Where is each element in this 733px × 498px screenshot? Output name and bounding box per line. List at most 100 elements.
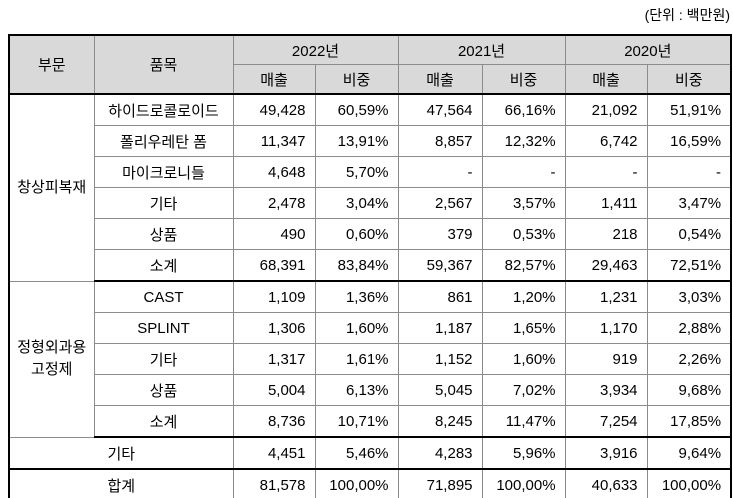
share-value-cell: - bbox=[646, 156, 732, 188]
share-value-cell: 51,91% bbox=[646, 93, 732, 126]
sales-value-cell: 4,283 bbox=[397, 436, 483, 470]
share-value-cell: 72,51% bbox=[646, 249, 732, 282]
sales-value-cell: 919 bbox=[564, 343, 648, 375]
table-header: 부문 품목 2022년 2021년 2020년 매출 비중 매출 비중 매출 비… bbox=[8, 34, 732, 95]
sales-value-cell: 81,578 bbox=[232, 468, 316, 498]
division-header: 부문 bbox=[8, 34, 95, 95]
unit-label: (단위 : 백만원) bbox=[644, 7, 730, 23]
share-value-cell: 82,57% bbox=[481, 249, 566, 282]
share-value-cell: 1,60% bbox=[481, 343, 566, 375]
sales-value-cell: 21,092 bbox=[564, 93, 648, 126]
sales-value-cell: 1,411 bbox=[564, 187, 648, 219]
year-2020-header: 2020년 bbox=[564, 34, 732, 65]
share-value-cell: 3,57% bbox=[481, 187, 566, 219]
sales-value-cell: 68,391 bbox=[232, 249, 316, 282]
share-value-cell: 1,36% bbox=[314, 280, 399, 313]
table-row: 폴리우레탄 폼 11,347 13,91% 8,857 12,32% 6,742… bbox=[9, 125, 732, 157]
sales-value-cell: 1,317 bbox=[232, 343, 316, 375]
share-value-cell: 13,91% bbox=[314, 125, 399, 157]
share-value-cell: - bbox=[481, 156, 566, 188]
share-value-cell: 1,20% bbox=[481, 280, 566, 313]
share-value-cell: 11,47% bbox=[481, 405, 566, 438]
sales-value-cell: 5,045 bbox=[397, 374, 483, 406]
table-row: 기타 2,478 3,04% 2,567 3,57% 1,411 3,47% bbox=[9, 187, 732, 219]
share-value-cell: 100,00% bbox=[646, 468, 732, 498]
sales-value-cell: 6,742 bbox=[564, 125, 648, 157]
division-cell: 정형외과용 고정제 bbox=[8, 280, 95, 438]
item-cell: SPLINT bbox=[93, 312, 234, 344]
share-value-cell: 100,00% bbox=[314, 468, 399, 498]
share-value-cell: 6,13% bbox=[314, 374, 399, 406]
share-value-cell: 10,71% bbox=[314, 405, 399, 438]
item-cell: 마이크로니들 bbox=[93, 156, 234, 188]
sales-value-cell: 5,004 bbox=[232, 374, 316, 406]
sales-value-cell: 379 bbox=[397, 218, 483, 250]
sales-subheader: 매출 bbox=[564, 64, 648, 95]
sales-value-cell: 1,109 bbox=[232, 280, 316, 313]
item-cell: 기타 bbox=[93, 187, 234, 219]
share-value-cell: 2,88% bbox=[646, 312, 732, 344]
share-value-cell: 5,46% bbox=[314, 436, 399, 470]
share-value-cell: 7,02% bbox=[481, 374, 566, 406]
sales-subheader: 매출 bbox=[232, 64, 316, 95]
share-value-cell: 2,26% bbox=[646, 343, 732, 375]
share-value-cell: 5,96% bbox=[481, 436, 566, 470]
share-value-cell: 66,16% bbox=[481, 93, 566, 126]
share-value-cell: 0,60% bbox=[314, 218, 399, 250]
sales-value-cell: 8,245 bbox=[397, 405, 483, 438]
item-cell: 소계 bbox=[93, 405, 234, 438]
sales-value-cell: 1,231 bbox=[564, 280, 648, 313]
sales-value-cell: 490 bbox=[232, 218, 316, 250]
row-label-cell: 기타 bbox=[8, 436, 234, 470]
other-total-row: 기타 4,451 5,46% 4,283 5,96% 3,916 9,64% bbox=[8, 436, 732, 470]
sales-value-cell: 8,857 bbox=[397, 125, 483, 157]
sales-value-cell: 8,736 bbox=[232, 405, 316, 438]
item-cell: 상품 bbox=[93, 374, 234, 406]
item-cell: 상품 bbox=[93, 218, 234, 250]
share-value-cell: 9,64% bbox=[646, 436, 732, 470]
sales-value-cell: 218 bbox=[564, 218, 648, 250]
grand-total-row: 합계 81,578 100,00% 71,895 100,00% 40,633 … bbox=[8, 468, 732, 498]
year-2022-header: 2022년 bbox=[232, 34, 399, 65]
sales-by-segment-table: 부문 품목 2022년 2021년 2020년 매출 비중 매출 비중 매출 비… bbox=[8, 34, 733, 498]
sales-value-cell: 2,567 bbox=[397, 187, 483, 219]
item-header: 품목 bbox=[93, 34, 234, 95]
table-body: 창상피복재 하이드로콜로이드 49,428 60,59% 47,564 66,1… bbox=[8, 93, 732, 498]
sales-value-cell: 861 bbox=[397, 280, 483, 313]
sales-value-cell: 49,428 bbox=[232, 93, 316, 126]
share-subheader: 비중 bbox=[481, 64, 566, 95]
share-value-cell: 5,70% bbox=[314, 156, 399, 188]
table-row: SPLINT 1,306 1,60% 1,187 1,65% 1,170 2,8… bbox=[9, 312, 732, 344]
table-row: 기타 1,317 1,61% 1,152 1,60% 919 2,26% bbox=[9, 343, 732, 375]
share-value-cell: 1,65% bbox=[481, 312, 566, 344]
table-row: 정형외과용 고정제 CAST 1,109 1,36% 861 1,20% 1,2… bbox=[8, 280, 732, 438]
item-cell: 폴리우레탄 폼 bbox=[93, 125, 234, 157]
share-value-cell: 0,54% bbox=[646, 218, 732, 250]
share-value-cell: 0,53% bbox=[481, 218, 566, 250]
item-cell: CAST bbox=[93, 280, 234, 313]
table-row: 상품 5,004 6,13% 5,045 7,02% 3,934 9,68% bbox=[9, 374, 732, 406]
share-value-cell: 83,84% bbox=[314, 249, 399, 282]
share-value-cell: 16,59% bbox=[646, 125, 732, 157]
header-row-subcolumns: 매출 비중 매출 비중 매출 비중 bbox=[9, 64, 732, 95]
table-row: 상품 490 0,60% 379 0,53% 218 0,54% bbox=[9, 218, 732, 250]
share-value-cell: 1,61% bbox=[314, 343, 399, 375]
share-value-cell: 3,47% bbox=[646, 187, 732, 219]
item-cell: 기타 bbox=[93, 343, 234, 375]
share-value-cell: 3,03% bbox=[646, 280, 732, 313]
year-2021-header: 2021년 bbox=[397, 34, 566, 65]
share-value-cell: 17,85% bbox=[646, 405, 732, 438]
item-cell: 하이드로콜로이드 bbox=[93, 93, 234, 126]
sales-value-cell: 2,478 bbox=[232, 187, 316, 219]
share-subheader: 비중 bbox=[314, 64, 399, 95]
table-row: 마이크로니들 4,648 5,70% - - - - bbox=[9, 156, 732, 188]
header-row-years: 부문 품목 2022년 2021년 2020년 bbox=[8, 34, 732, 95]
share-value-cell: 1,60% bbox=[314, 312, 399, 344]
sales-value-cell: 3,916 bbox=[564, 436, 648, 470]
sales-value-cell: 7,254 bbox=[564, 405, 648, 438]
sales-value-cell: 40,633 bbox=[564, 468, 648, 498]
share-value-cell: 3,04% bbox=[314, 187, 399, 219]
sales-value-cell: 4,451 bbox=[232, 436, 316, 470]
sales-value-cell: - bbox=[397, 156, 483, 188]
